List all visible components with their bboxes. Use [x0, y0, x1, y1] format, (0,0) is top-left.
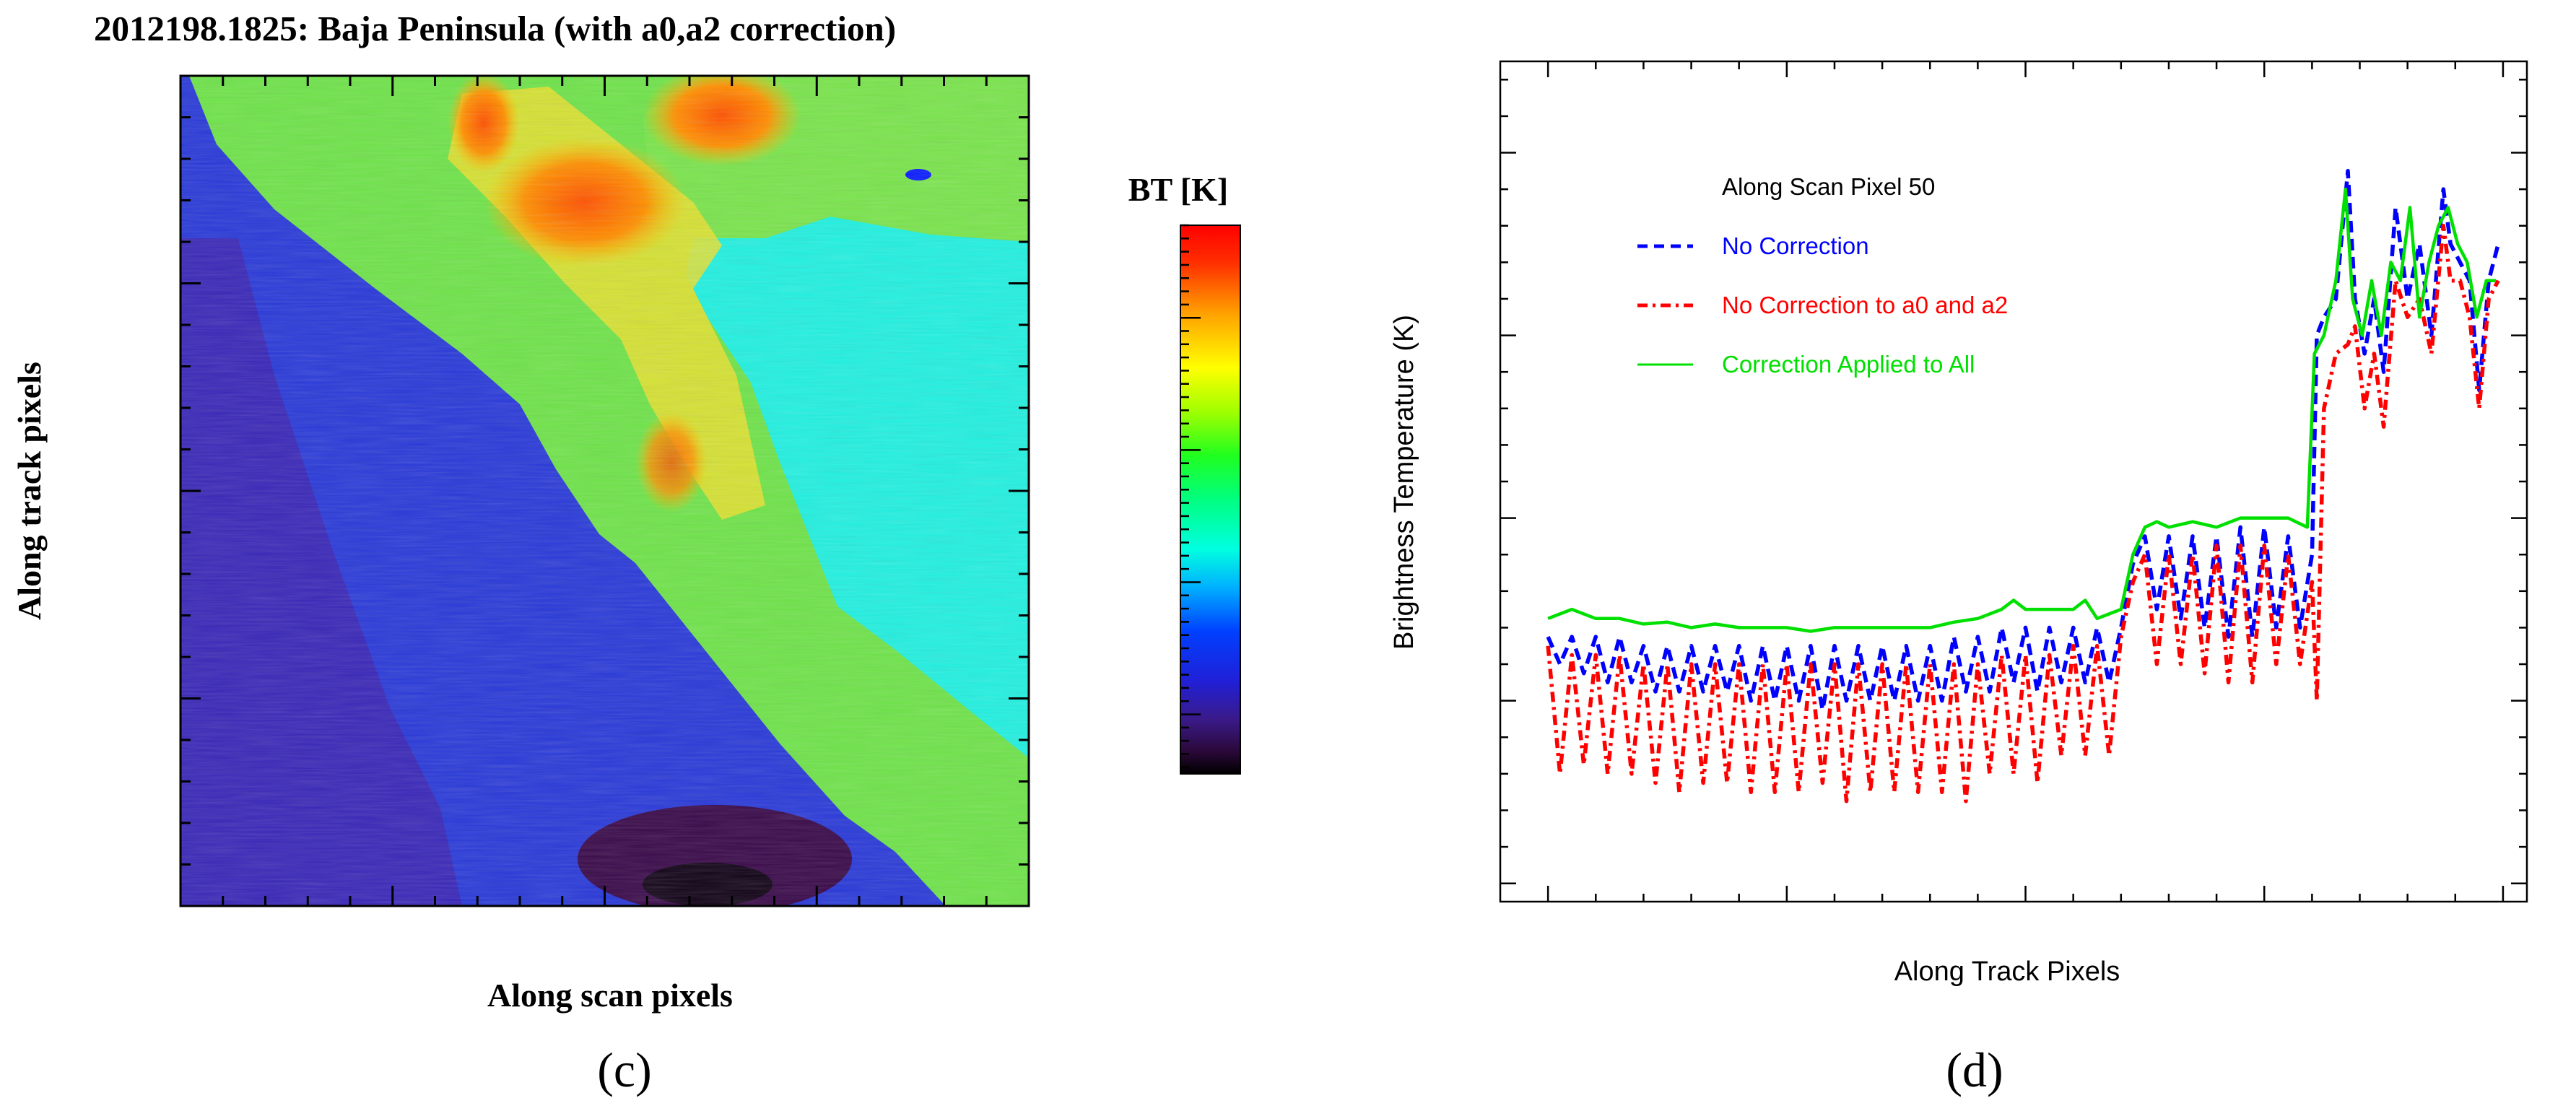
panel-c-caption: (c): [597, 1042, 651, 1097]
panel-d-series: [1546, 169, 2500, 803]
panel-c-title: 2012198.1825: Baja Peninsula (with a0,a2…: [94, 9, 896, 48]
panel-c-heatmap: 2012198.1825: Baja Peninsula (with a0,a2…: [11, 9, 1241, 1097]
colorbar-label: BT [K]: [1128, 171, 1228, 208]
legend-title: Along Scan Pixel 50: [1722, 173, 1935, 200]
legend-label-no-correction: No Correction: [1722, 232, 1869, 259]
panel-c-ylabel: Along track pixels: [11, 362, 48, 620]
heatmap-scanline-noise: [180, 76, 1029, 906]
series-line-no-correction: [1546, 169, 2500, 713]
series-line-no-correction-a0-a2: [1546, 223, 2500, 803]
legend: Along Scan Pixel 50 No Correction No Cor…: [1637, 173, 2008, 378]
series-line-correction-applied-to-all: [1547, 187, 2496, 633]
heatmap-image: [180, 76, 1029, 906]
panel-d-ylabel: Brightness Temperature (K): [1389, 315, 1419, 650]
panel-d-line-chart: Along Scan Pixel 50 No Correction No Cor…: [1389, 60, 2528, 1097]
panel-d-xlabel: Along Track Pixels: [1894, 957, 2120, 987]
legend-label-no-correction-a0-a2: No Correction to a0 and a2: [1722, 292, 2008, 318]
panel-c-xlabel: Along scan pixels: [487, 977, 733, 1014]
panel-d-axes: [1500, 61, 2527, 902]
panel-d-caption: (d): [1946, 1042, 2003, 1097]
colorbar-ticks: [1180, 224, 1201, 769]
colorbar: [1180, 225, 1241, 775]
panel-c-axes: [179, 74, 1030, 907]
legend-label-correction-applied: Correction Applied to All: [1722, 351, 1975, 378]
